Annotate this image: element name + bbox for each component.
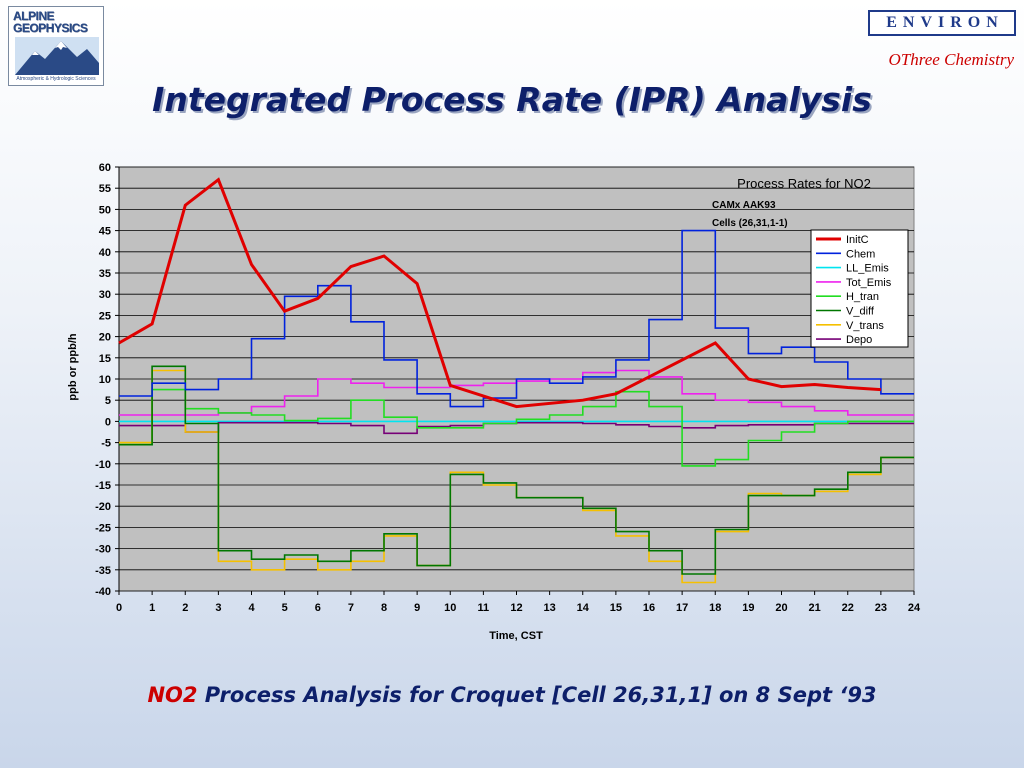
x-tick-label: 20 xyxy=(775,602,787,614)
x-tick-label: 12 xyxy=(510,602,522,614)
legend-label: Chem xyxy=(846,248,875,260)
y-tick-label: -5 xyxy=(101,438,111,450)
series-layer xyxy=(118,177,914,584)
y-tick-label: -30 xyxy=(95,544,111,556)
x-tick-label: 11 xyxy=(478,602,490,614)
legend-label: LL_Emis xyxy=(846,263,889,275)
y-tick-label: 55 xyxy=(99,183,111,195)
legend-label: V_diff xyxy=(846,306,875,318)
series-v-diff-line xyxy=(119,365,914,575)
tagline: OThree Chemistry xyxy=(888,50,1014,69)
legend-label: H_tran xyxy=(846,291,879,303)
legend-label: V_trans xyxy=(846,320,884,332)
x-tick-label: 21 xyxy=(809,602,821,614)
logo-left-line2: GEOPHYSICS xyxy=(13,21,88,35)
x-tick-label: 5 xyxy=(282,602,288,614)
series-initc-line xyxy=(118,177,881,409)
x-tick-label: 14 xyxy=(577,602,590,614)
x-tick-label: 2 xyxy=(182,602,188,614)
y-tick-label: 20 xyxy=(99,332,111,344)
legend-box xyxy=(810,229,909,348)
legend-label: InitC xyxy=(846,234,869,246)
x-tick-label: 19 xyxy=(742,602,754,614)
y-tick-label: 10 xyxy=(99,374,111,386)
x-tick-label: 1 xyxy=(149,602,155,614)
alpine-geophysics-logo: ALPINE GEOPHYSICS Atmospheric & Hydrolog… xyxy=(8,6,104,86)
y-tick-label: -10 xyxy=(95,459,111,471)
x-tick-label: 13 xyxy=(544,602,556,614)
x-tick-label: 18 xyxy=(709,602,721,614)
x-tick-label: 15 xyxy=(610,602,622,614)
x-tick-label: 7 xyxy=(348,602,354,614)
x-tick-label: 24 xyxy=(908,602,921,614)
chart-title: Process Rates for NO2 xyxy=(737,176,871,191)
slide-caption: NO2 Process Analysis for Croquet [Cell 2… xyxy=(0,683,1024,707)
y-tick-label: 40 xyxy=(99,247,111,259)
logo-left-tagline: Atmospheric & Hydrologic Sciences xyxy=(16,76,96,82)
series-tot-emis-line xyxy=(119,369,914,416)
x-tick-label: 17 xyxy=(676,602,688,614)
y-tick-label: 35 xyxy=(99,268,111,280)
y-tick-label: 5 xyxy=(105,395,111,407)
y-tick-label: 15 xyxy=(99,353,111,365)
environ-logo-text: ENVIRON xyxy=(886,14,1004,31)
y-tick-label: 60 xyxy=(99,162,111,174)
x-tick-label: 8 xyxy=(381,602,387,614)
page-title: Integrated Process Rate (IPR) Analysis xyxy=(152,80,872,119)
gridlines xyxy=(115,166,915,595)
process-rates-chart: 605550454035302520151050-5-10-15-20-25-3… xyxy=(67,162,921,642)
chart-subtitle-2: Cells (26,31,1-1) xyxy=(712,218,788,229)
caption-text: Process Analysis for Croquet [Cell 26,31… xyxy=(197,683,877,707)
x-tick-label: 10 xyxy=(444,602,456,614)
x-tick-label: 16 xyxy=(643,602,655,614)
y-tick-label: -15 xyxy=(95,480,111,492)
legend-label: Tot_Emis xyxy=(846,277,892,289)
legend-label: Depo xyxy=(846,334,872,346)
y-tick-label: 25 xyxy=(99,310,111,322)
chart-container: 60 55 50 45 40 35 30 25 20 15 10 5 0 -5 -10 -15 -20 -25 -3… xyxy=(60,155,940,660)
y-tick-label: 45 xyxy=(99,226,111,238)
chart-subtitle-1: CAMx AAK93 xyxy=(712,200,776,211)
y-tick-label: -25 xyxy=(95,522,111,534)
y-tick-label: 0 xyxy=(105,416,111,428)
y-tick-label: 50 xyxy=(99,204,111,216)
environ-logo: ENVIRON xyxy=(868,10,1016,36)
x-tick-label: 22 xyxy=(842,602,854,614)
y-tick-label: -35 xyxy=(95,565,111,577)
x-tick-labels: 0 1 2 3 4 5 6 7 8 9 10 11 12 13 14 15 16 17 18 19 20 21 22 23 24 xyxy=(116,602,921,614)
y-tick-label: -40 xyxy=(95,586,111,598)
mountain-icon xyxy=(15,37,99,75)
series-h-tran-line xyxy=(119,388,914,467)
caption-species: NO2 xyxy=(147,683,198,707)
logo-left-line1: ALPINE xyxy=(13,9,55,23)
x-tick-label: 4 xyxy=(248,602,255,614)
x-tick-label: 0 xyxy=(116,602,122,614)
y-tick-label: 30 xyxy=(99,289,111,301)
x-tick-label: 6 xyxy=(315,602,321,614)
y-tick-labels: 605550454035302520151050-5-10-15-20-25-3… xyxy=(95,162,111,598)
y-axis-label: ppb or ppb/h xyxy=(67,333,79,400)
x-tick-label: 3 xyxy=(215,602,221,614)
series-chem-line xyxy=(119,229,914,408)
chart-legend: InitC Chem LL_Emis Tot_Emis H_tran V_diff V_tr… xyxy=(810,229,909,348)
x-axis-label: Time, CST xyxy=(489,630,543,642)
x-tick-label: 23 xyxy=(875,602,887,614)
y-tick-label: -20 xyxy=(95,501,111,513)
x-tick-label: 9 xyxy=(414,602,420,614)
